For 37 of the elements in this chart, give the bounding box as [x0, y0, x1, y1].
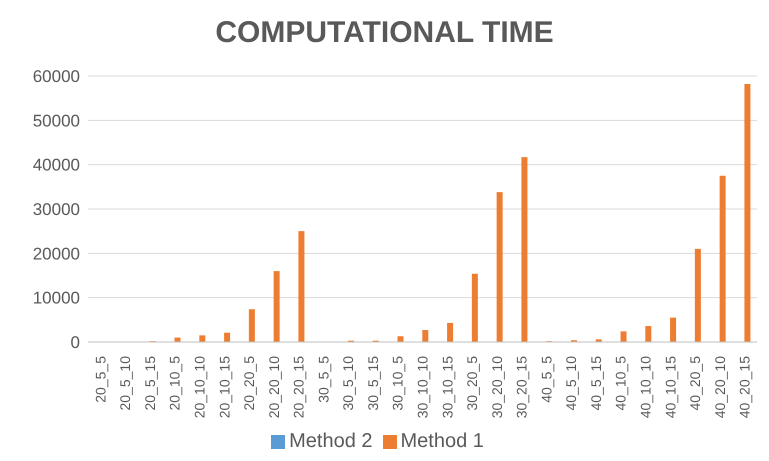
x-tick-label: 30_5_5 — [315, 356, 332, 403]
y-tick-label: 0 — [70, 333, 80, 352]
x-tick-label: 20_20_15 — [290, 356, 307, 418]
x-tick-label: 20_5_15 — [142, 356, 158, 411]
x-tick-label: 30_20_15 — [514, 356, 530, 418]
x-tick-label: 30_5_15 — [364, 356, 381, 411]
legend-label: Method 2 — [289, 430, 372, 452]
x-tick-label: 30_5_10 — [340, 356, 356, 411]
x-tick-label: 20_10_10 — [192, 356, 208, 418]
x-tick-label: 30_20_5 — [464, 356, 480, 411]
x-tick-label: 30_10_15 — [439, 356, 456, 418]
x-tick-label: 30_10_10 — [414, 356, 430, 418]
x-tick-label: 20_5_5 — [92, 356, 108, 403]
x-tick-label: 40_10_5 — [612, 356, 629, 411]
y-tick-label: 10000 — [32, 288, 80, 308]
y-tick-label: 50000 — [32, 111, 80, 130]
y-tick-label: 20000 — [32, 244, 80, 264]
x-tick-label: 30_10_5 — [390, 356, 406, 411]
x-tick-label: 30_20_10 — [488, 356, 505, 418]
x-tick-label: 40_5_15 — [588, 356, 604, 411]
y-tick-label: 30000 — [32, 200, 80, 220]
x-tick-label: 20_10_5 — [166, 356, 183, 411]
x-tick-label: 40_10_10 — [638, 356, 654, 418]
x-tick-label: 20_20_10 — [266, 356, 282, 418]
x-tick-label: 20_20_5 — [241, 356, 258, 411]
x-tick-label: 20_5_10 — [117, 356, 134, 411]
x-tick-label: 40_5_10 — [563, 356, 580, 411]
x-tick-label: 40_20_10 — [712, 356, 728, 418]
legend-label: Method 1 — [400, 430, 484, 452]
x-tick-label: 20_10_15 — [216, 356, 232, 418]
chart-title: COMPUTATIONAL TIME — [214, 15, 555, 51]
x-tick-label: 40_20_15 — [736, 356, 753, 418]
y-tick-label: 40000 — [32, 156, 80, 175]
x-tick-label: 40_20_5 — [687, 356, 704, 411]
x-tick-label: 40_10_15 — [662, 356, 678, 418]
y-tick-label: 60000 — [32, 67, 80, 86]
x-tick-label: 40_5_5 — [538, 356, 554, 403]
